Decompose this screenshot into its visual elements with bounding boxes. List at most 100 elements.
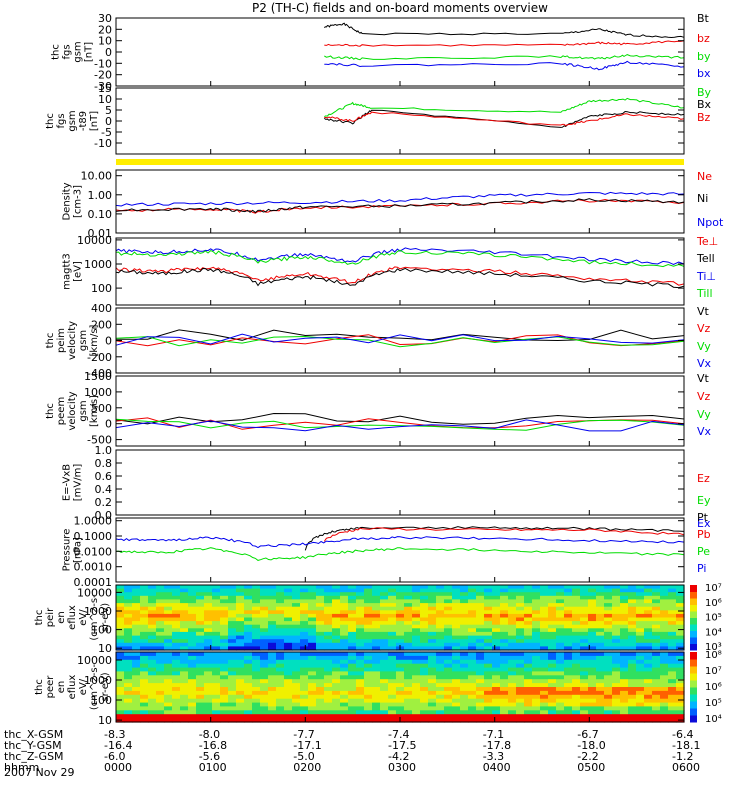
heatmap-cell bbox=[372, 621, 381, 626]
heatmap-cell bbox=[588, 687, 597, 692]
heatmap-cell bbox=[492, 617, 501, 622]
heatmap-cell bbox=[396, 635, 405, 640]
y-axis-label-line: thc bbox=[45, 113, 56, 129]
heatmap-cell bbox=[436, 655, 445, 661]
heatmap-cell bbox=[580, 710, 589, 715]
heatmap-cell bbox=[260, 694, 269, 700]
heatmap-cell bbox=[428, 631, 437, 637]
heatmap-cell bbox=[628, 710, 637, 715]
y-tick-label: 0.4 bbox=[95, 483, 113, 496]
heatmap-cell bbox=[388, 679, 397, 684]
heatmap-cell bbox=[308, 714, 317, 719]
heatmap-cell bbox=[492, 603, 501, 608]
heatmap-cell bbox=[348, 646, 357, 651]
heatmap-cell bbox=[388, 702, 397, 708]
heatmap-cell bbox=[300, 714, 309, 719]
heatmap-cell bbox=[196, 603, 205, 608]
heatmap-cell bbox=[668, 639, 677, 644]
heatmap-cell bbox=[644, 652, 653, 657]
heatmap-cell bbox=[276, 606, 285, 611]
heatmap-cell bbox=[524, 663, 533, 669]
heatmap-cell bbox=[316, 642, 325, 647]
heatmap-cell bbox=[124, 663, 133, 669]
heatmap-cell bbox=[188, 621, 197, 626]
heatmap-cell bbox=[132, 628, 141, 633]
x-axis-value: 0400 bbox=[483, 761, 511, 774]
heatmap-cell bbox=[452, 603, 461, 608]
heatmap-cell bbox=[164, 694, 173, 700]
heatmap-cell bbox=[444, 592, 453, 597]
heatmap-cell bbox=[348, 585, 357, 590]
heatmap-cell bbox=[564, 714, 573, 719]
heatmap-cell bbox=[188, 714, 197, 719]
heatmap-cell bbox=[268, 671, 277, 676]
series-line-Bt bbox=[323, 22, 685, 39]
heatmap-cell bbox=[404, 655, 413, 661]
heatmap-cell bbox=[388, 613, 397, 619]
heatmap-cell bbox=[676, 706, 685, 711]
heatmap-cell bbox=[668, 652, 677, 657]
legend-label-Ex: Ex bbox=[697, 517, 711, 530]
heatmap-cell bbox=[220, 639, 229, 644]
heatmap-cell bbox=[508, 639, 517, 644]
heatmap-cell bbox=[228, 714, 237, 719]
heatmap-cell bbox=[668, 635, 677, 640]
heatmap-cell bbox=[284, 613, 293, 619]
heatmap-cell bbox=[252, 603, 261, 608]
heatmap-cell bbox=[460, 624, 469, 629]
heatmap-cell bbox=[396, 585, 405, 590]
heatmap-cell bbox=[236, 702, 245, 708]
heatmap-cell bbox=[244, 621, 253, 626]
heatmap-cell bbox=[284, 690, 293, 696]
heatmap-cell bbox=[524, 617, 533, 622]
heatmap-cell bbox=[548, 592, 557, 597]
heatmap-cell bbox=[164, 679, 173, 684]
heatmap-cell bbox=[476, 675, 485, 680]
heatmap-cell bbox=[156, 659, 165, 665]
heatmap-cell bbox=[132, 603, 141, 608]
heatmap-cell bbox=[356, 631, 365, 637]
heatmap-cell bbox=[436, 714, 445, 719]
heatmap-cell bbox=[196, 617, 205, 622]
heatmap-cell bbox=[492, 718, 501, 723]
heatmap-cell bbox=[524, 671, 533, 676]
heatmap-cell bbox=[564, 655, 573, 661]
heatmap-cell bbox=[268, 652, 277, 657]
heatmap-cell bbox=[532, 679, 541, 684]
heatmap-cell bbox=[348, 617, 357, 622]
y-axis-label: Density [cm-3] bbox=[62, 182, 84, 220]
heatmap-cell bbox=[196, 613, 205, 619]
heatmap-cell bbox=[212, 592, 221, 597]
heatmap-cell bbox=[324, 698, 333, 704]
heatmap-cell bbox=[604, 595, 613, 600]
heatmap-cell bbox=[556, 585, 565, 590]
legend-label-Tell: Tell bbox=[696, 252, 715, 265]
heatmap-cell bbox=[340, 610, 349, 615]
heatmap-cell bbox=[628, 588, 637, 593]
x-axis-value: -17.5 bbox=[388, 739, 416, 752]
heatmap-cell bbox=[132, 718, 141, 723]
heatmap-cell bbox=[348, 702, 357, 708]
heatmap-cell bbox=[324, 635, 333, 640]
heatmap-cell bbox=[564, 698, 573, 704]
heatmap-cell bbox=[436, 585, 445, 590]
heatmap-cell bbox=[484, 588, 493, 593]
heatmap-cell bbox=[628, 646, 637, 651]
heatmap-cell bbox=[436, 603, 445, 608]
heatmap-cell bbox=[188, 694, 197, 700]
heatmap-cell bbox=[668, 595, 677, 600]
heatmap-cell bbox=[148, 702, 157, 708]
heatmap-cell bbox=[604, 603, 613, 608]
heatmap-cell bbox=[524, 624, 533, 629]
heatmap-cell bbox=[148, 603, 157, 608]
heatmap-cell bbox=[244, 702, 253, 708]
heatmap-cell bbox=[340, 671, 349, 676]
heatmap-cell bbox=[244, 606, 253, 611]
heatmap-cell bbox=[436, 718, 445, 723]
heatmap-cell bbox=[164, 671, 173, 676]
heatmap-cell bbox=[292, 631, 301, 637]
heatmap-cell bbox=[396, 675, 405, 680]
heatmap-cell bbox=[332, 710, 341, 715]
heatmap-cell bbox=[228, 679, 237, 684]
heatmap-cell bbox=[428, 698, 437, 704]
